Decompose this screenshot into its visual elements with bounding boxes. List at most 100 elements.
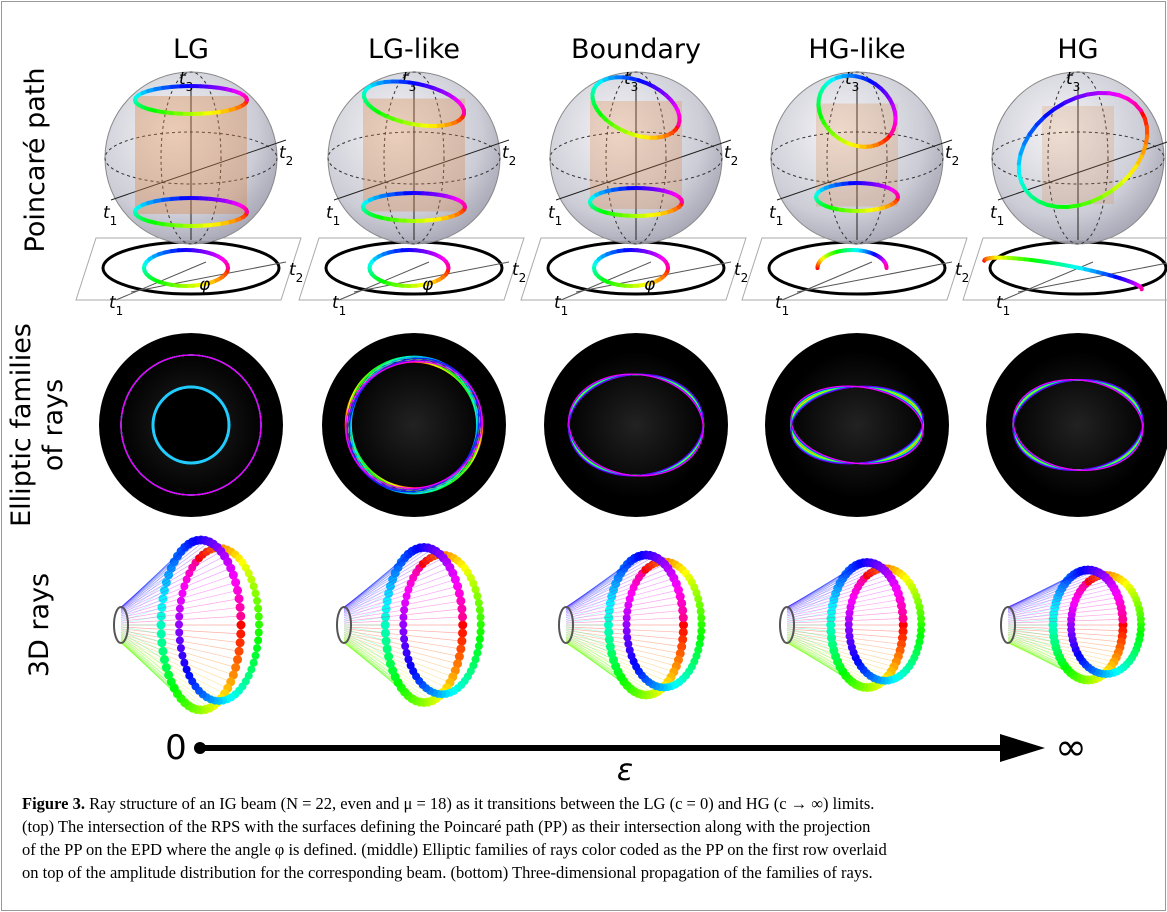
axis-index: 1 bbox=[1003, 304, 1011, 318]
axis-label: t3 bbox=[845, 69, 859, 94]
ray-line bbox=[1007, 597, 1058, 617]
ray-dot bbox=[161, 663, 171, 672]
ray-dot bbox=[623, 633, 632, 642]
ray-dot bbox=[399, 627, 408, 636]
ray-dot bbox=[247, 575, 256, 584]
ray-line bbox=[786, 642, 871, 688]
axis-symbol: t bbox=[1066, 69, 1074, 89]
ray-line bbox=[565, 589, 614, 617]
ray-line bbox=[343, 557, 444, 610]
ray-dot bbox=[175, 628, 184, 637]
path-segment bbox=[665, 262, 670, 270]
ray-line bbox=[565, 603, 682, 620]
ray-dot bbox=[604, 620, 613, 630]
ray-line bbox=[343, 600, 388, 620]
ray-family bbox=[344, 355, 484, 495]
ray-line bbox=[343, 553, 440, 609]
ray-dot bbox=[402, 648, 411, 657]
ray-dot bbox=[695, 639, 704, 648]
ray-dot bbox=[844, 620, 853, 629]
ray-dot bbox=[247, 665, 256, 674]
ray-dot bbox=[917, 626, 926, 635]
ray-dot bbox=[236, 620, 246, 630]
ray-dot bbox=[400, 635, 409, 644]
ray-line bbox=[1007, 636, 1115, 663]
ray-line bbox=[1007, 630, 1122, 643]
axis-symbol: t bbox=[724, 143, 732, 163]
ray-dot bbox=[454, 588, 464, 598]
ray-line bbox=[786, 570, 886, 610]
beam-disk bbox=[544, 333, 728, 517]
ray-line bbox=[120, 541, 193, 608]
ray-line bbox=[786, 605, 902, 620]
ray-line bbox=[120, 636, 231, 683]
ray-dot bbox=[622, 627, 631, 636]
ray-dot bbox=[380, 612, 390, 622]
ray-line bbox=[786, 599, 835, 619]
ray-line bbox=[343, 635, 456, 671]
plane-axis bbox=[575, 261, 732, 293]
plane bbox=[741, 237, 968, 301]
ray-line bbox=[120, 561, 228, 612]
poincare-path bbox=[814, 73, 900, 270]
ray-line bbox=[786, 631, 835, 651]
plane-axis bbox=[781, 261, 873, 301]
ray-family bbox=[790, 385, 924, 465]
ray-dot bbox=[457, 604, 467, 614]
ray-line bbox=[1007, 570, 1096, 608]
ray-line bbox=[1007, 633, 1058, 653]
ray-dot bbox=[233, 655, 243, 665]
ray-dot bbox=[182, 665, 191, 674]
poincare-path bbox=[982, 90, 1150, 292]
ray-dot bbox=[388, 666, 398, 676]
ray-line bbox=[120, 615, 241, 624]
axis-index: 3 bbox=[409, 80, 417, 94]
axis-symbol: t bbox=[326, 203, 334, 223]
axis-index: 3 bbox=[631, 80, 639, 94]
path-segment bbox=[1132, 101, 1143, 113]
ray-line bbox=[120, 567, 172, 614]
axis-label: t1 bbox=[775, 293, 789, 318]
surface bbox=[816, 103, 898, 207]
ray-line bbox=[786, 639, 846, 676]
ray-dot bbox=[384, 652, 394, 662]
ray-line bbox=[786, 630, 833, 645]
ray-line bbox=[565, 555, 651, 608]
axis-index: 2 bbox=[952, 154, 960, 168]
ray-dot bbox=[157, 602, 167, 612]
ray-line bbox=[565, 639, 625, 682]
ray-dot bbox=[236, 611, 246, 621]
ray-line bbox=[786, 578, 843, 612]
ray-line bbox=[786, 636, 841, 668]
ray-line bbox=[1007, 631, 1121, 648]
ray-line bbox=[1007, 618, 1123, 624]
ray-line bbox=[786, 582, 895, 614]
ray-dot bbox=[607, 648, 617, 658]
ray-line bbox=[120, 540, 206, 608]
axis-symbol: t bbox=[332, 293, 340, 313]
ray-line bbox=[1007, 633, 1119, 653]
axis-index: 2 bbox=[519, 271, 527, 285]
ray-line bbox=[1007, 569, 1089, 608]
sphere-axis bbox=[333, 139, 510, 201]
ray-line bbox=[120, 551, 182, 610]
axis-index: 1 bbox=[782, 304, 790, 318]
ray-dot bbox=[166, 677, 176, 687]
axis-label: t1 bbox=[103, 203, 117, 228]
ray-line bbox=[120, 640, 222, 699]
ray-dot bbox=[827, 633, 837, 643]
axis-symbol: t bbox=[402, 69, 410, 89]
ray-line bbox=[786, 567, 853, 609]
angle-label: φ bbox=[422, 275, 434, 295]
ray-line bbox=[343, 600, 461, 620]
ray-line bbox=[565, 603, 611, 620]
ray-line bbox=[343, 593, 389, 618]
ray-line bbox=[120, 633, 167, 668]
ray-line bbox=[120, 638, 228, 689]
axis-symbol: t bbox=[955, 260, 963, 280]
caption-line: (top) The intersection of the RPS with t… bbox=[22, 817, 870, 836]
path-segment bbox=[1109, 181, 1123, 194]
ray-line bbox=[786, 635, 838, 663]
ray-line bbox=[565, 554, 647, 608]
ray-line bbox=[565, 638, 672, 678]
